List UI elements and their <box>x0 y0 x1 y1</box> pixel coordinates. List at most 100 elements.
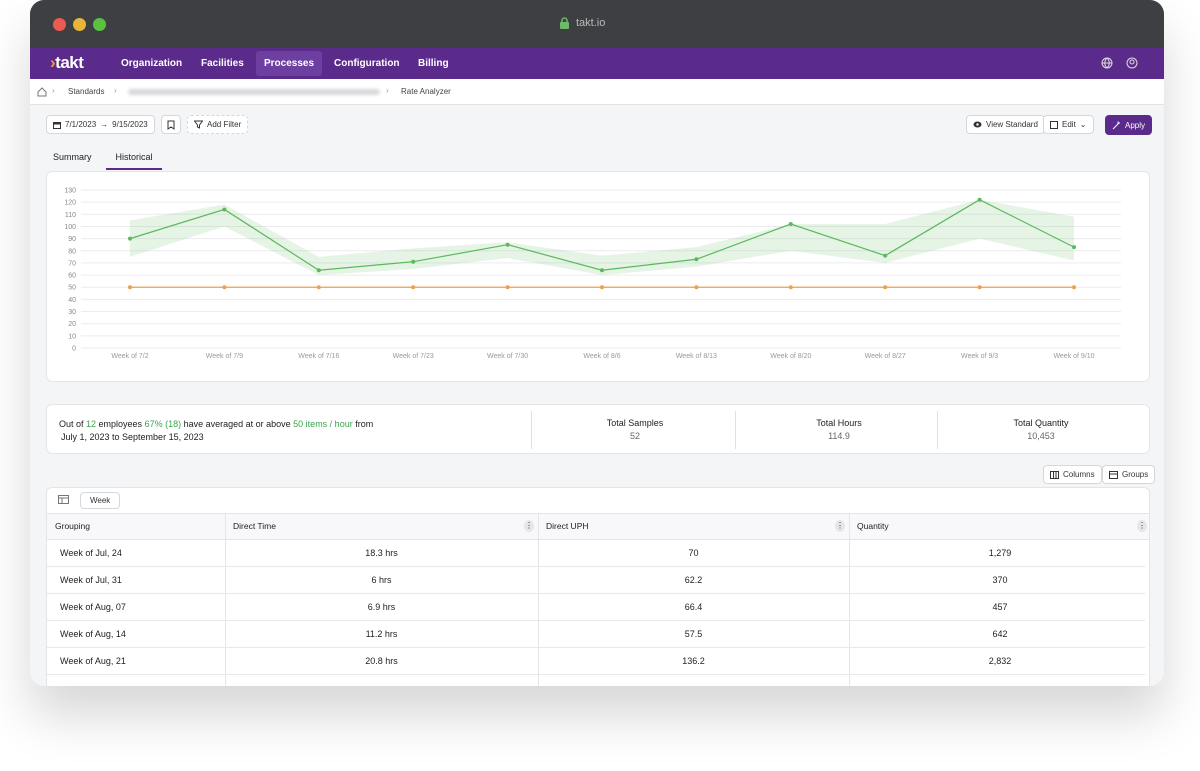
column-menu[interactable]: ⋮ <box>1137 520 1147 532</box>
crumb-sep: › <box>386 86 389 95</box>
date-end: 9/15/2023 <box>112 120 148 129</box>
row-divider <box>47 674 1145 675</box>
data-point <box>505 285 510 290</box>
globe-icon[interactable] <box>1101 57 1113 69</box>
groups-button[interactable]: Groups <box>1102 465 1156 484</box>
date-start: 7/1/2023 <box>65 120 97 129</box>
logo[interactable]: ›takt <box>50 53 84 73</box>
row-divider <box>47 647 1145 648</box>
columns-label: Columns <box>1063 470 1095 479</box>
nav-item[interactable]: Configuration <box>334 58 400 69</box>
table-cell: 57.5 <box>684 629 703 639</box>
summary-card: Out of 12 employees 67% (18) have averag… <box>46 404 1150 454</box>
range-band <box>507 242 602 276</box>
y-tick-label: 90 <box>68 236 76 243</box>
date-range[interactable]: 7/1/2023 → 9/15/2023 <box>46 115 155 134</box>
table-cell: 1,279 <box>988 548 1012 558</box>
chart-card: 0 10 20 30 40 50 60 70 80 90 100 110 120 130 Week of 7… <box>46 171 1150 382</box>
url[interactable]: takt.io <box>576 17 606 29</box>
data-point <box>411 285 416 290</box>
filter-icon <box>194 120 203 129</box>
edit-label: Edit <box>1062 120 1076 129</box>
divider <box>937 411 938 449</box>
y-tick-label: 30 <box>68 309 76 316</box>
column-menu[interactable]: ⋮ <box>835 520 845 532</box>
stat-value: 52 <box>629 431 640 441</box>
table-cell: 370 <box>992 575 1008 585</box>
table-card: Week Grouping Direct Time ⋮ Direct UPH ⋮ Quan… <box>46 487 1150 686</box>
y-tick-label: 70 <box>68 260 76 267</box>
crumb-current: Rate Analyzer <box>401 87 451 96</box>
range-band <box>979 199 1074 261</box>
highlight: 67% (18) <box>144 419 182 429</box>
view-standard-label: View Standard <box>986 120 1038 129</box>
column-header[interactable]: Direct Time <box>233 521 276 531</box>
table-cell: Week of Aug, 21 <box>60 656 126 666</box>
nav-item[interactable]: Organization <box>121 58 183 69</box>
nav-item[interactable]: Facilities <box>201 58 244 69</box>
apply-button[interactable]: Apply <box>1105 115 1153 135</box>
home-icon[interactable] <box>37 87 47 97</box>
table-cell: 457 <box>992 602 1008 612</box>
table-cell: Week of Jul, 31 <box>60 575 122 585</box>
chevron: ⌄ <box>1079 120 1087 129</box>
bookmark-button[interactable] <box>161 115 181 134</box>
x-tick-label: Week of 9/10 <box>1053 353 1094 360</box>
view-standard-button[interactable]: View Standard <box>966 115 1045 134</box>
group-chip[interactable]: Week <box>80 492 121 509</box>
user-icon[interactable] <box>1126 57 1138 69</box>
data-point <box>316 285 321 290</box>
column-menu[interactable]: ⋮ <box>524 520 534 532</box>
tab[interactable]: Summary <box>53 152 92 162</box>
bookmark-icon <box>167 120 175 130</box>
row-divider <box>47 593 1145 594</box>
breadcrumb: › Standards › › Rate Analyzer <box>30 79 1164 105</box>
edit-button[interactable]: Edit ⌄ <box>1043 115 1094 134</box>
crumb-link[interactable]: Standards <box>68 87 105 96</box>
column-header[interactable]: Grouping <box>55 521 90 531</box>
text: from <box>352 419 374 429</box>
row-divider <box>47 620 1145 621</box>
range-band <box>130 204 225 257</box>
nav-item[interactable]: Processes <box>256 51 323 76</box>
data-point <box>411 259 416 264</box>
stat-value: 114.9 <box>828 431 850 441</box>
range-band <box>696 224 791 267</box>
wand-icon <box>1112 121 1120 129</box>
data-point <box>694 285 699 290</box>
minimize-dot[interactable] <box>73 18 86 31</box>
x-tick-label: Week of 8/6 <box>583 353 620 360</box>
range-band <box>318 248 414 276</box>
summary-text: Out of 12 employees 67% (18) have averag… <box>59 418 529 444</box>
stat-label: Total Samples <box>606 418 664 428</box>
table-cell: 70 <box>688 548 699 558</box>
data-point <box>788 222 793 227</box>
table-cell: 136.2 <box>682 656 705 666</box>
add-filter-button[interactable]: Add Filter <box>187 115 249 134</box>
stat-label: Total Hours <box>816 418 862 428</box>
nav-item[interactable]: Billing <box>418 58 449 69</box>
zoom-dot[interactable] <box>93 18 106 31</box>
y-tick-label: 110 <box>65 212 76 219</box>
row-divider <box>47 566 1145 567</box>
tab-active[interactable]: Historical <box>106 146 162 170</box>
data-point <box>1072 245 1076 250</box>
text: have averaged at or above <box>181 419 294 429</box>
column-header[interactable]: Quantity <box>857 521 889 531</box>
columns-button[interactable]: Columns <box>1043 465 1102 484</box>
data-point <box>977 285 982 290</box>
close-dot[interactable] <box>53 18 66 31</box>
x-tick-label: Week of 9/3 <box>961 353 998 360</box>
browser-window: takt.io ›takt Organization Facilities Proc… <box>30 0 1164 686</box>
table-cell: Week of Aug, 07 <box>60 602 126 612</box>
x-tick-label: Week of 8/20 <box>770 353 811 360</box>
data-point <box>128 285 132 290</box>
logo-mark: › <box>50 53 56 72</box>
highlight: 50 items / hour <box>293 419 353 429</box>
table-cell: 62.2 <box>684 575 703 585</box>
column-header[interactable]: Direct UPH <box>546 521 589 531</box>
table-cell: 6.9 hrs <box>367 602 396 612</box>
nav-bar: ›takt Organization Facilities Processes Con… <box>30 48 1164 79</box>
y-tick-label: 130 <box>64 188 76 195</box>
